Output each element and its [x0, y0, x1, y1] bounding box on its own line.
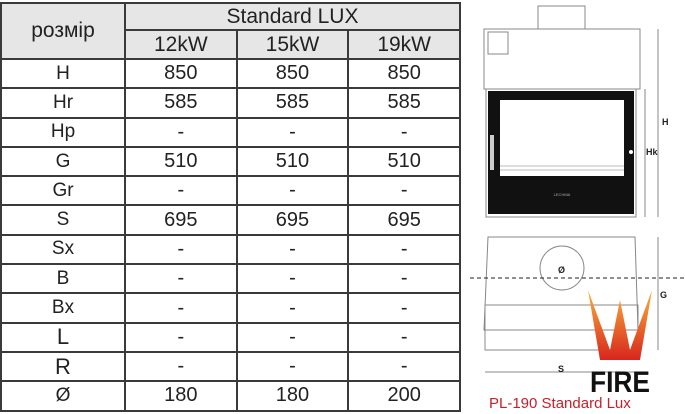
cell-value: 510	[347, 145, 461, 178]
size-label: L	[0, 321, 126, 353]
cell-value: -	[347, 263, 461, 295]
size-label: R	[0, 350, 126, 383]
column-header: 12kW	[124, 29, 238, 60]
table-row: Hp - - -	[0, 116, 461, 148]
cell-value: 850	[347, 57, 461, 90]
table-row: H 850 850 850	[0, 57, 461, 90]
cell-value: -	[124, 292, 238, 324]
column-header: 19kW	[347, 29, 461, 60]
model-caption: PL-190 Standard Lux	[489, 395, 631, 412]
corner-label: розмір	[0, 2, 126, 60]
size-label: Gr	[0, 175, 126, 207]
cell-value: -	[347, 233, 461, 266]
dim-label-hk: Hk	[646, 147, 658, 157]
size-label: G	[0, 145, 126, 178]
cell-value: -	[124, 321, 238, 353]
cell-value: -	[235, 321, 350, 353]
group-header: Standard LUX	[124, 2, 461, 31]
dim-label-h: H	[662, 117, 669, 127]
table-row: G 510 510 510	[0, 145, 461, 178]
spec-table: розмір Standard LUX 12kW 15kW 19kW H 850 8…	[0, 2, 461, 412]
cell-value: -	[347, 175, 461, 207]
cell-value: 510	[235, 145, 350, 178]
cell-value: 180	[124, 380, 238, 412]
table-row: Sx - - -	[0, 233, 461, 266]
cell-value: -	[235, 233, 350, 266]
cell-value: -	[124, 350, 238, 383]
cell-value: 180	[235, 380, 350, 412]
table-row: Gr - - -	[0, 175, 461, 207]
size-label: H	[0, 57, 126, 90]
cell-value: 585	[347, 87, 461, 119]
cell-value: -	[124, 116, 238, 148]
size-label: Ø	[0, 380, 126, 412]
cell-value: 850	[235, 57, 350, 90]
table-row: Bx - - -	[0, 292, 461, 324]
table-row: S 695 695 695	[0, 204, 461, 236]
firework-logo: FIRE	[588, 290, 652, 399]
cell-value: -	[347, 116, 461, 148]
size-label: B	[0, 263, 126, 295]
size-label: S	[0, 204, 126, 236]
fireplace-drawing: LECHMA H Hk G S Ø FIRE	[470, 5, 685, 399]
brand-label: LECHMA	[554, 192, 571, 197]
cell-value: 850	[124, 57, 238, 90]
cell-value: 200	[347, 380, 461, 412]
cell-value: 695	[347, 204, 461, 236]
svg-text:FIRE: FIRE	[590, 366, 650, 399]
dim-label-s: S	[558, 364, 564, 374]
dim-label-g: G	[660, 290, 667, 300]
cell-value: -	[235, 175, 350, 207]
cell-value: 585	[124, 87, 238, 119]
cell-value: -	[347, 292, 461, 324]
cell-value: -	[235, 292, 350, 324]
cell-value: 695	[235, 204, 350, 236]
size-label: Hr	[0, 87, 126, 119]
cell-value: -	[124, 263, 238, 295]
table-row: Ø 180 180 200	[0, 380, 461, 412]
table-row: B---	[0, 263, 461, 295]
size-label: Bx	[0, 292, 126, 324]
cell-value: -	[235, 263, 350, 295]
cell-value: -	[347, 350, 461, 383]
cell-value: 510	[124, 145, 238, 178]
cell-value: -	[235, 350, 350, 383]
table-row: Hr 585 585 585	[0, 87, 461, 119]
cell-value: 695	[124, 204, 238, 236]
cell-value: 585	[235, 87, 350, 119]
table-row: R---	[0, 350, 461, 383]
column-header: 15kW	[235, 29, 350, 60]
dim-label-diameter: Ø	[558, 265, 565, 275]
table-row: L---	[0, 321, 461, 353]
size-label: Sx	[0, 233, 126, 266]
cell-value: -	[124, 233, 238, 266]
cell-value: -	[235, 116, 350, 148]
cell-value: -	[124, 175, 238, 207]
size-label: Hp	[0, 116, 126, 148]
cell-value: -	[347, 321, 461, 353]
